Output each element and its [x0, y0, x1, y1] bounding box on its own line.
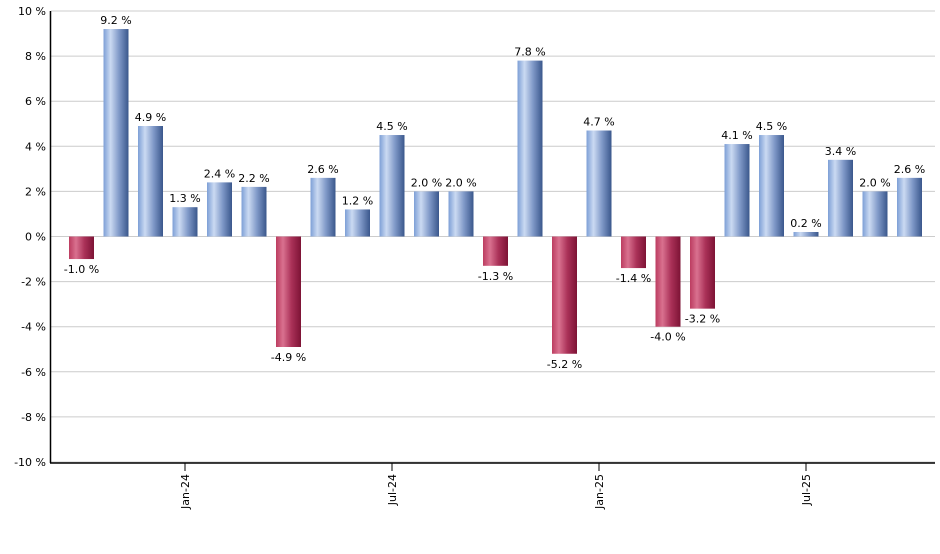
y-axis-tick-label: 10 %	[18, 5, 46, 18]
bar-positive	[828, 159, 853, 237]
bar-value-label: 9.2 %	[100, 14, 131, 27]
bar-positive	[586, 130, 612, 237]
bar-negative	[483, 236, 508, 266]
bar-positive	[448, 191, 474, 237]
y-axis-tick-label: -2 %	[21, 276, 46, 289]
bar-positive	[414, 191, 439, 237]
bar-value-label: 2.0 %	[411, 176, 442, 189]
bar-value-label: 2.2 %	[238, 172, 269, 185]
y-axis-tick-label: -8 %	[21, 411, 46, 424]
bar-negative	[690, 236, 715, 309]
bar-value-label: 2.0 %	[859, 176, 890, 189]
bar-value-label: 7.8 %	[514, 46, 545, 59]
bar-positive	[862, 191, 888, 237]
x-axis-tick-label: Jan-24	[179, 474, 192, 510]
bar-positive	[759, 135, 784, 237]
bar-value-label: 4.5 %	[756, 120, 787, 133]
bar-value-label: -1.4 %	[616, 272, 651, 285]
y-axis-tick-label: 0 %	[25, 231, 46, 244]
x-axis-tick-label: Jul-24	[386, 474, 399, 506]
bar-positive	[310, 177, 336, 237]
bar-value-label: 2.6 %	[894, 163, 925, 176]
bar-value-label: 2.6 %	[307, 163, 338, 176]
bar-value-label: 1.3 %	[169, 192, 200, 205]
bar-negative	[655, 236, 681, 327]
bar-value-label: 3.4 %	[825, 145, 856, 158]
bar-positive	[724, 144, 750, 237]
bar-positive	[138, 126, 163, 237]
bar-positive	[793, 231, 819, 237]
bar-positive	[241, 186, 267, 237]
bar-negative	[69, 236, 94, 260]
y-axis-tick-label: 4 %	[25, 140, 46, 153]
bar-positive	[517, 60, 543, 237]
y-axis-tick-label: -10 %	[14, 456, 46, 469]
bar-value-label: 2.0 %	[445, 176, 476, 189]
bar-value-label: 0.2 %	[790, 217, 821, 230]
y-axis-tick-label: -6 %	[21, 366, 46, 379]
bar-value-label: -1.0 %	[64, 263, 99, 276]
bar-value-label: 4.1 %	[721, 129, 752, 142]
bar-positive	[103, 29, 129, 237]
bar-value-label: 4.9 %	[135, 111, 166, 124]
bar-value-label: 4.5 %	[376, 120, 407, 133]
bar-positive	[345, 209, 370, 237]
y-axis-tick-label: 6 %	[25, 95, 46, 108]
y-axis-tick-label: 2 %	[25, 185, 46, 198]
bar-value-label: -4.9 %	[271, 351, 306, 364]
bar-positive	[379, 135, 405, 237]
bar-negative	[276, 236, 301, 347]
bar-value-label: -4.0 %	[650, 331, 685, 344]
bar-positive	[207, 182, 232, 237]
bar-value-label: 4.7 %	[583, 116, 614, 129]
bar-negative	[621, 236, 646, 269]
bar-value-label: -1.3 %	[478, 270, 513, 283]
bar-value-label: 2.4 %	[204, 167, 235, 180]
bar-value-label: -5.2 %	[547, 358, 582, 371]
bar-value-label: -3.2 %	[685, 313, 720, 326]
bar-positive	[172, 207, 198, 237]
x-axis-tick-label: Jan-25	[593, 474, 606, 510]
bar-value-label: 1.2 %	[342, 194, 373, 207]
bar-positive	[897, 177, 922, 237]
x-axis-tick-label: Jul-25	[800, 474, 813, 506]
bar-negative	[552, 236, 577, 354]
y-axis-tick-label: 8 %	[25, 50, 46, 63]
y-axis-tick-label: -4 %	[21, 321, 46, 334]
